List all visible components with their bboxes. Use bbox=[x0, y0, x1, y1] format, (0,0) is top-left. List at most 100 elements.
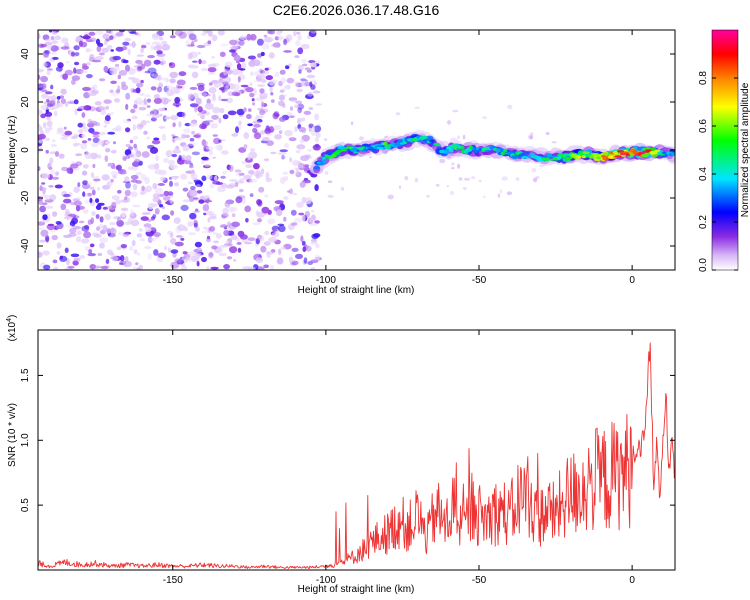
noise-blob bbox=[104, 213, 111, 221]
noise-blob bbox=[239, 35, 247, 40]
noise-blob bbox=[151, 41, 161, 45]
ridge-blob bbox=[670, 152, 675, 156]
noise-blob bbox=[74, 52, 80, 56]
noise-blob bbox=[298, 212, 305, 216]
x-tick-label: -150 bbox=[163, 275, 183, 286]
noise-blob bbox=[463, 177, 471, 181]
noise-blob bbox=[99, 242, 105, 249]
spectrogram-y-axis: -40 -20 0 20 40 bbox=[20, 48, 675, 253]
noise-blob bbox=[129, 245, 134, 251]
noise-blob bbox=[135, 59, 143, 64]
noise-blob bbox=[164, 201, 170, 204]
figure-title: C2E6.2026.036.17.48.G16 bbox=[273, 2, 440, 18]
noise-blob bbox=[269, 30, 275, 35]
noise-blob bbox=[68, 232, 77, 237]
noise-blob bbox=[93, 265, 102, 269]
noise-blob bbox=[131, 240, 136, 247]
noise-blob bbox=[231, 213, 236, 218]
noise-blob bbox=[130, 219, 140, 227]
noise-blob bbox=[298, 64, 304, 71]
noise-blob bbox=[236, 172, 244, 177]
noise-blob bbox=[255, 257, 264, 264]
noise-blob bbox=[87, 253, 96, 257]
noise-blob bbox=[153, 137, 160, 141]
noise-blob bbox=[202, 204, 210, 212]
noise-blob bbox=[164, 116, 171, 120]
noise-blob bbox=[44, 38, 53, 41]
noise-blob bbox=[95, 30, 104, 35]
noise-blob bbox=[56, 102, 64, 108]
noise-blob bbox=[131, 77, 140, 84]
noise-blob bbox=[146, 136, 151, 140]
noise-blob bbox=[195, 208, 199, 212]
noise-blob bbox=[54, 151, 60, 157]
noise-blob bbox=[310, 210, 315, 213]
noise-blob bbox=[181, 111, 186, 118]
noise-blob bbox=[310, 79, 316, 83]
noise-blob bbox=[174, 258, 183, 263]
noise-blob bbox=[56, 242, 62, 249]
noise-blob bbox=[303, 177, 309, 181]
noise-blob bbox=[286, 77, 295, 84]
noise-blob bbox=[47, 95, 53, 100]
noise-blob bbox=[136, 233, 143, 238]
noise-blob bbox=[439, 158, 446, 164]
noise-blob bbox=[238, 188, 244, 193]
noise-blob bbox=[531, 167, 537, 173]
noise-blob bbox=[253, 57, 258, 65]
noise-blob bbox=[162, 196, 171, 201]
noise-blob bbox=[121, 46, 128, 51]
noise-blob bbox=[276, 36, 285, 40]
noise-blob bbox=[205, 226, 215, 234]
ridge-blob bbox=[313, 166, 321, 170]
noise-blob bbox=[211, 34, 218, 42]
noise-blob bbox=[209, 213, 217, 219]
noise-blob bbox=[178, 121, 182, 128]
noise-blob bbox=[209, 225, 216, 232]
x-tick-label: -150 bbox=[163, 575, 183, 586]
noise-blob bbox=[152, 193, 161, 199]
noise-blob bbox=[43, 121, 47, 129]
noise-blob bbox=[88, 249, 93, 254]
noise-blob bbox=[159, 57, 165, 62]
noise-blob bbox=[283, 216, 287, 222]
noise-blob bbox=[70, 253, 80, 258]
noise-blob bbox=[97, 131, 107, 136]
noise-blob bbox=[140, 174, 147, 181]
noise-blob bbox=[154, 74, 160, 81]
noise-blob bbox=[149, 227, 157, 234]
noise-blob bbox=[482, 195, 486, 199]
noise-blob bbox=[314, 254, 321, 261]
noise-blob bbox=[63, 193, 71, 198]
noise-blob bbox=[507, 104, 513, 110]
noise-blob bbox=[243, 174, 252, 180]
noise-blob bbox=[200, 32, 207, 36]
noise-blob bbox=[112, 127, 120, 132]
noise-blob bbox=[51, 40, 59, 44]
noise-blob bbox=[69, 201, 77, 206]
noise-blob bbox=[62, 73, 68, 80]
ridge-blob bbox=[397, 138, 403, 143]
ridge-blob bbox=[588, 155, 594, 159]
noise-blob bbox=[42, 202, 48, 206]
noise-blob bbox=[45, 149, 49, 154]
noise-blob bbox=[77, 182, 81, 188]
y-tick-label: 0 bbox=[20, 147, 31, 153]
noise-blob bbox=[60, 98, 67, 104]
ridge-blob bbox=[321, 156, 327, 160]
noise-blob bbox=[188, 164, 194, 169]
noise-blob bbox=[196, 44, 206, 49]
noise-blob bbox=[85, 48, 91, 53]
noise-blob bbox=[182, 251, 188, 255]
noise-blob bbox=[47, 100, 56, 107]
noise-blob bbox=[191, 151, 200, 156]
noise-blob bbox=[68, 100, 75, 104]
noise-blob bbox=[292, 192, 297, 196]
noise-blob bbox=[471, 176, 476, 180]
noise-blob bbox=[187, 93, 195, 100]
noise-blob bbox=[195, 226, 201, 232]
noise-blob bbox=[116, 246, 122, 251]
ridge-blob bbox=[443, 150, 450, 154]
noise-blob bbox=[163, 157, 170, 163]
noise-blob bbox=[109, 56, 118, 62]
